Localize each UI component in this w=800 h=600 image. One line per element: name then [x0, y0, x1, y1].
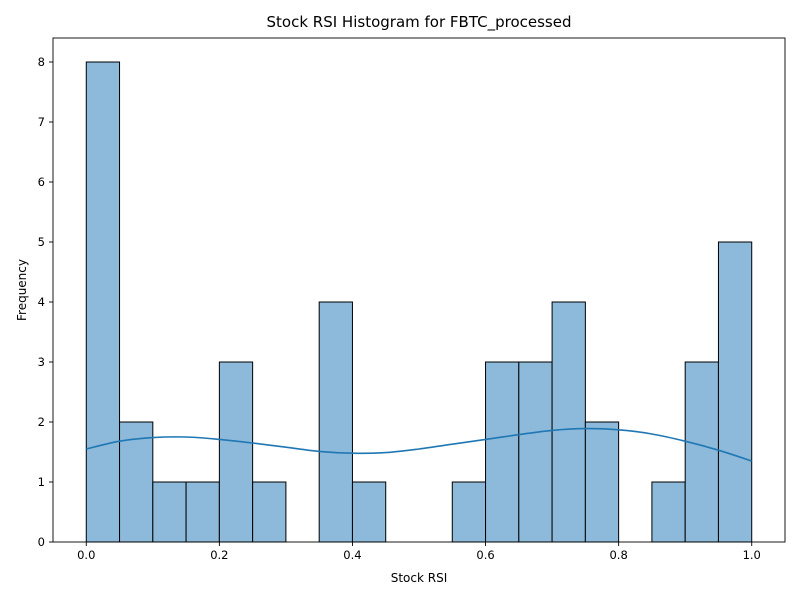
histogram-bar	[351, 481, 387, 543]
histogram-bar	[152, 481, 187, 543]
y-tick-label: 6	[38, 175, 45, 189]
histogram-bar	[85, 61, 121, 543]
x-tick-label: 0.4	[343, 548, 361, 562]
histogram-bar	[218, 361, 254, 543]
y-tick-label: 0	[38, 535, 45, 549]
histogram-bar	[684, 361, 719, 543]
bars-group	[85, 61, 753, 543]
histogram-bar	[651, 481, 686, 543]
histogram-bar	[119, 421, 154, 543]
x-tick-label: 0.8	[609, 548, 627, 562]
histogram-bar	[518, 361, 553, 543]
kde-curve	[86, 427, 752, 462]
y-axis-ticks: 0 1 2 3 4 5 6 7 8	[38, 55, 53, 549]
y-tick-label: 5	[38, 235, 45, 249]
y-tick-label: 1	[38, 475, 45, 489]
y-tick-label: 3	[38, 355, 45, 369]
histogram-bar	[252, 481, 287, 543]
histogram-bar	[584, 421, 620, 543]
y-tick-label: 4	[38, 295, 45, 309]
histogram-bar	[485, 361, 520, 543]
histogram-bar	[717, 241, 753, 543]
histogram-bar	[451, 481, 487, 543]
y-tick-label: 7	[38, 115, 45, 129]
histogram-bar	[185, 481, 220, 543]
histogram-bar	[551, 301, 586, 543]
chart-title: Stock RSI Histogram for FBTC_processed	[267, 13, 572, 32]
y-axis-label: Frequency	[15, 259, 29, 321]
plot-frame	[52, 37, 786, 543]
x-axis-label: Stock RSI	[391, 571, 448, 585]
x-tick-label: 0.2	[210, 548, 228, 562]
histogram-bar	[318, 301, 353, 543]
x-tick-label: 0.6	[476, 548, 494, 562]
x-tick-label: 1.0	[743, 548, 761, 562]
y-tick-label: 8	[38, 55, 45, 69]
y-tick-label: 2	[38, 415, 45, 429]
x-axis-ticks: 0.0 0.2 0.4 0.6 0.8 1.0	[77, 542, 761, 562]
x-tick-label: 0.0	[77, 548, 95, 562]
